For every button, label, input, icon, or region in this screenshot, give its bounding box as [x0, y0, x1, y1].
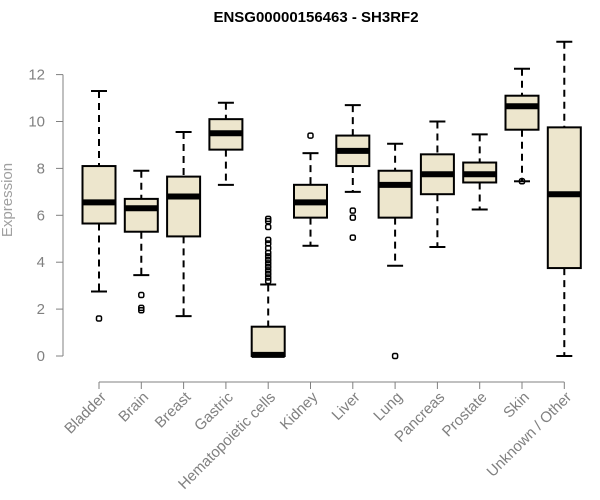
y-tick-label: 0: [37, 348, 45, 365]
outlier-point: [264, 223, 272, 231]
outlier-point: [95, 315, 103, 322]
box-iqr: [546, 126, 582, 270]
outlier-point: [264, 270, 272, 278]
y-tick-label: 12: [28, 67, 45, 84]
box-group: [293, 132, 328, 247]
outlier-point: [264, 240, 272, 247]
outlier-point: [349, 207, 357, 214]
x-tick-label: Breast: [152, 388, 195, 431]
outlier-point: [264, 256, 272, 264]
box-group: [81, 90, 117, 322]
box-group: [208, 101, 244, 186]
outlier-point: [349, 234, 357, 241]
box-iqr: [123, 197, 159, 233]
box-iqr: [81, 165, 117, 225]
x-tick-label: Skin: [500, 389, 533, 422]
box-iqr: [250, 325, 286, 357]
outlier-point: [264, 215, 272, 223]
outlier-point: [264, 263, 272, 271]
boxes: [81, 40, 582, 360]
box-iqr: [166, 175, 202, 238]
x-tick-label: Kidney: [277, 388, 322, 433]
outlier-point: [264, 267, 272, 274]
outlier-point: [349, 214, 357, 221]
y-tick-label: 10: [28, 114, 45, 131]
outlier-point: [264, 260, 272, 267]
box-group: [419, 120, 455, 248]
box-group: [504, 67, 540, 185]
y-axis-label: Expression: [0, 163, 16, 237]
outlier-point: [264, 253, 272, 260]
box-group: [377, 142, 413, 360]
outlier-point: [264, 277, 272, 285]
outlier-point: [518, 178, 526, 185]
box-group: [335, 104, 371, 241]
y-tick-label: 8: [37, 160, 45, 177]
box-group: [166, 131, 202, 318]
outlier-point: [391, 352, 399, 360]
box-iqr: [377, 169, 413, 219]
box-iqr: [504, 94, 540, 131]
box-group: [123, 169, 159, 314]
outlier-point: [138, 307, 145, 314]
box-group: [462, 133, 498, 211]
chart-title: ENSG00000156463 - SH3RF2: [213, 9, 418, 26]
x-tick-label: Liver: [329, 389, 364, 424]
y-axis: 0 2 4 6 8 10 12: [28, 67, 64, 365]
box-group: [250, 215, 286, 358]
outlier-point: [264, 274, 272, 281]
box-group: [546, 40, 582, 357]
outlier-point: [264, 236, 272, 244]
x-tick-label: Brain: [115, 389, 152, 426]
x-tick-label: Prostate: [439, 389, 491, 441]
x-tick-label: Bladder: [61, 389, 110, 438]
y-tick-label: 2: [37, 301, 45, 318]
y-tick-label: 4: [37, 254, 45, 271]
y-tick-label: 6: [37, 207, 45, 224]
x-tick-label: Lung: [370, 389, 406, 425]
outlier-point: [138, 291, 145, 299]
outlier-point: [307, 132, 314, 139]
